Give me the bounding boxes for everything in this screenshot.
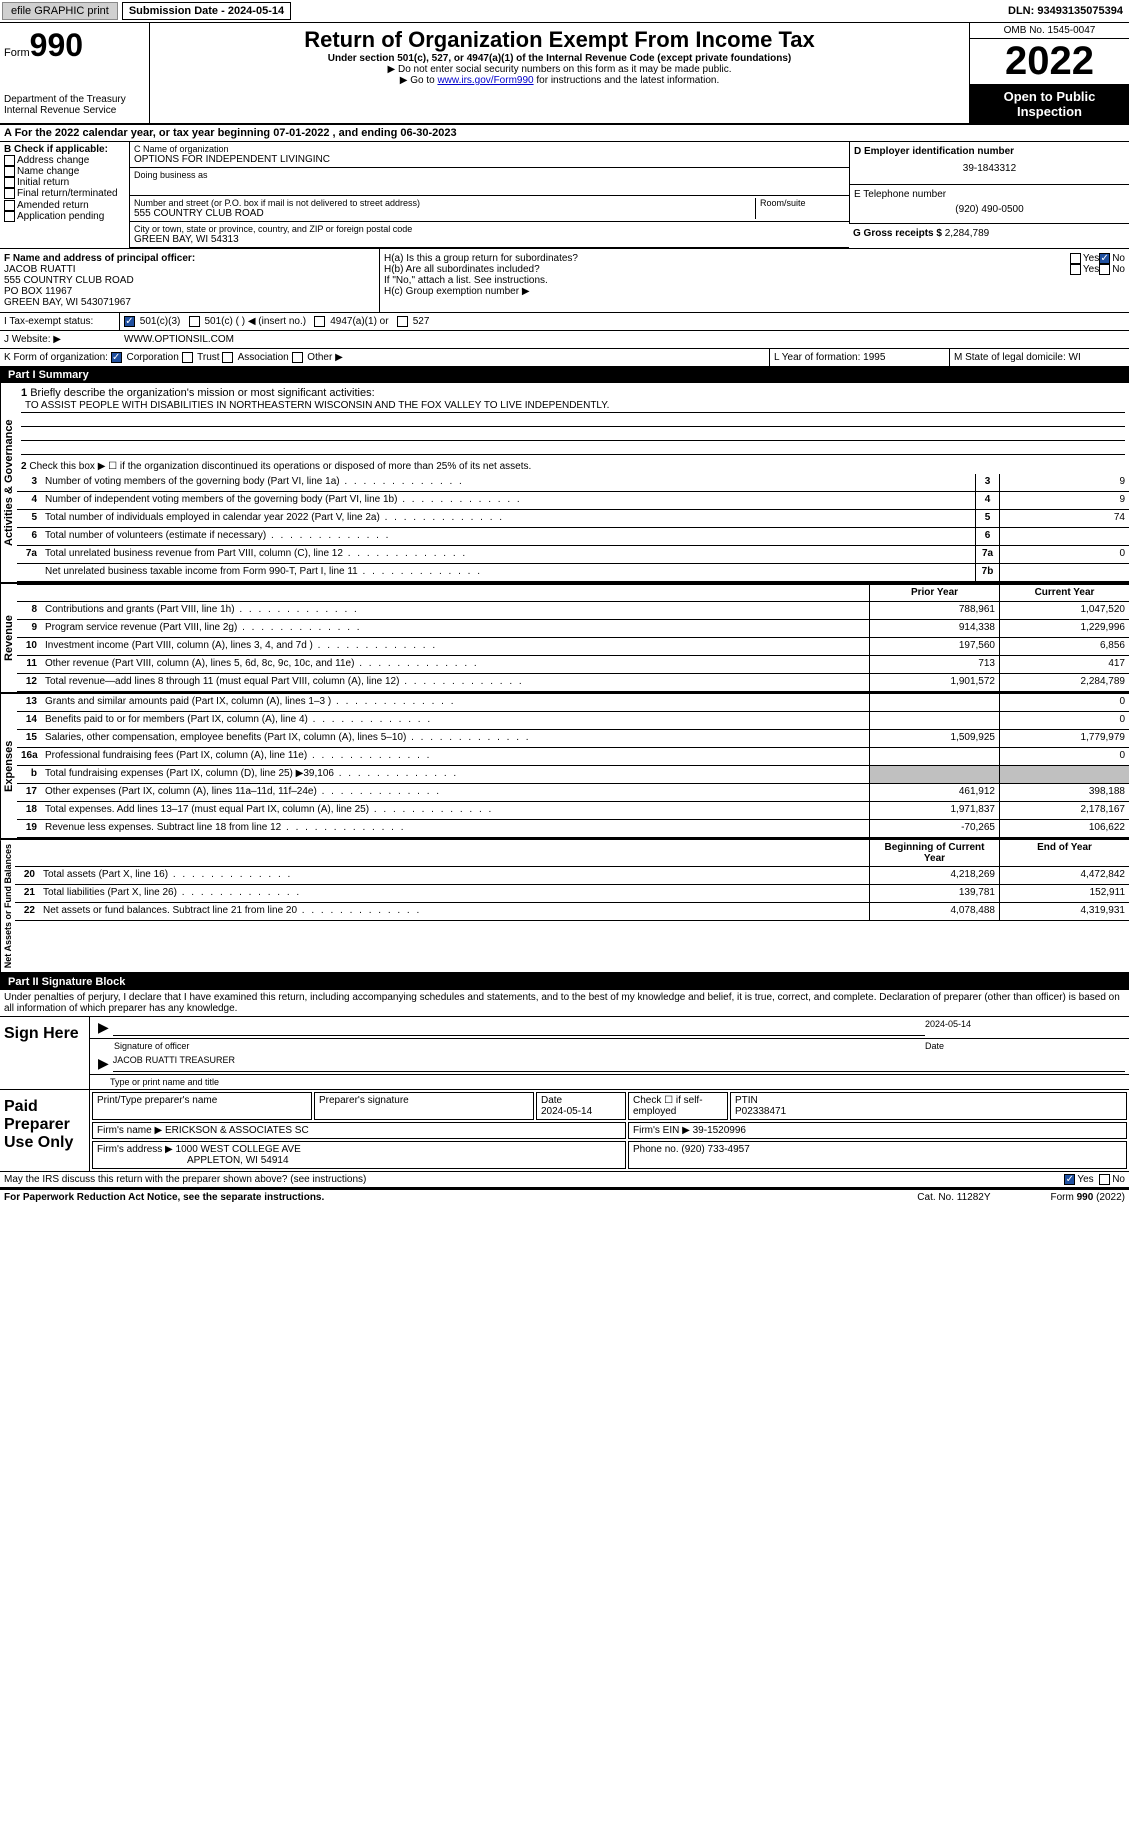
dept-treasury: Department of the Treasury Internal Reve… [4, 94, 145, 116]
summary-row: 17 Other expenses (Part IX, column (A), … [17, 784, 1129, 802]
summary-row: 16a Professional fundraising fees (Part … [17, 748, 1129, 766]
city-label: City or town, state or province, country… [134, 224, 845, 234]
open-public: Open to Public Inspection [970, 85, 1129, 123]
phone-value: (920) 490-0500 [854, 200, 1125, 219]
expenses-section: Expenses 13 Grants and similar amounts p… [0, 694, 1129, 840]
summary-row: 11 Other revenue (Part VIII, column (A),… [17, 656, 1129, 674]
top-bar: efile GRAPHIC print Submission Date - 20… [0, 0, 1129, 23]
line-a: A For the 2022 calendar year, or tax yea… [0, 125, 1129, 142]
summary-row: 12 Total revenue—add lines 8 through 11 … [17, 674, 1129, 692]
block-b-label: B Check if applicable: [4, 144, 125, 155]
summary-row: 5 Total number of individuals employed i… [17, 510, 1129, 528]
summary-row: Net unrelated business taxable income fr… [17, 564, 1129, 582]
form-number: 990 [30, 27, 83, 63]
room-label: Room/suite [760, 198, 845, 208]
summary-row: 8 Contributions and grants (Part VIII, l… [17, 602, 1129, 620]
summary-row: 22 Net assets or fund balances. Subtract… [15, 903, 1129, 921]
website-value: WWW.OPTIONSIL.COM [120, 331, 1129, 348]
note-ssn: ▶ Do not enter social security numbers o… [154, 64, 965, 75]
summary-row: 3 Number of voting members of the govern… [17, 474, 1129, 492]
omb-number: OMB No. 1545-0047 [970, 23, 1129, 39]
summary-row: 4 Number of independent voting members o… [17, 492, 1129, 510]
preparer-table: Print/Type preparer's name Preparer's si… [90, 1090, 1129, 1171]
org-name: OPTIONS FOR INDEPENDENT LIVINGINC [134, 154, 845, 165]
arrow-icon: ▶ [94, 1019, 113, 1036]
summary-row: 10 Investment income (Part VIII, column … [17, 638, 1129, 656]
summary-row: 21 Total liabilities (Part X, line 26) 1… [15, 885, 1129, 903]
part2-header: Part II Signature Block [0, 974, 1129, 990]
form-title: Return of Organization Exempt From Incom… [154, 27, 965, 53]
efile-print-button[interactable]: efile GRAPHIC print [2, 2, 118, 20]
blocks-bcdefg: B Check if applicable: Address change Na… [0, 142, 1129, 249]
form-subtitle: Under section 501(c), 527, or 4947(a)(1)… [154, 53, 965, 64]
name-label: C Name of organization [134, 144, 845, 154]
gross-label: G Gross receipts $ [853, 228, 942, 239]
summary-row: b Total fundraising expenses (Part IX, c… [17, 766, 1129, 784]
perjury-text: Under penalties of perjury, I declare th… [0, 990, 1129, 1016]
revenue-section: Revenue Prior Year Current Year 8 Contri… [0, 584, 1129, 694]
summary-row: 13 Grants and similar amounts paid (Part… [17, 694, 1129, 712]
dln-label: DLN: 93493135075394 [1008, 5, 1127, 17]
paid-preparer-label: Paid Preparer Use Only [0, 1090, 90, 1171]
form-word: Form [4, 47, 30, 59]
dba-label: Doing business as [134, 170, 845, 180]
part1-header: Part I Summary [0, 367, 1129, 383]
governance-section: Activities & Governance 1 Briefly descri… [0, 383, 1129, 584]
street-address: 555 COUNTRY CLUB ROAD [134, 208, 755, 219]
ein-value: 39-1843312 [854, 157, 1125, 180]
sign-here-label: Sign Here [0, 1017, 90, 1089]
netassets-section: Net Assets or Fund Balances Beginning of… [0, 840, 1129, 974]
line-klm: K Form of organization: Corporation Trus… [0, 349, 1129, 367]
section-fh: F Name and address of principal officer:… [0, 249, 1129, 313]
summary-row: 15 Salaries, other compensation, employe… [17, 730, 1129, 748]
officer-name: JACOB RUATTI [4, 264, 75, 275]
city-state-zip: GREEN BAY, WI 54313 [134, 234, 845, 245]
submission-date: Submission Date - 2024-05-14 [122, 2, 291, 20]
summary-row: 18 Total expenses. Add lines 13–17 (must… [17, 802, 1129, 820]
phone-label: E Telephone number [854, 189, 1125, 200]
arrow-icon: ▶ [94, 1055, 113, 1072]
tax-year: 2022 [970, 39, 1129, 85]
form-header: Form990 Department of the Treasury Inter… [0, 23, 1129, 125]
form-ref: Form 990 (2022) [1051, 1192, 1126, 1203]
ein-label: D Employer identification number [854, 146, 1125, 157]
gross-value: 2,284,789 [945, 228, 990, 239]
line-j: J Website: ▶ WWW.OPTIONSIL.COM [0, 331, 1129, 349]
summary-row: 9 Program service revenue (Part VIII, li… [17, 620, 1129, 638]
officer-label: F Name and address of principal officer: [4, 253, 195, 264]
addr-label: Number and street (or P.O. box if mail i… [134, 198, 755, 208]
mission-text: TO ASSIST PEOPLE WITH DISABILITIES IN NO… [21, 399, 1125, 413]
summary-row: 7a Total unrelated business revenue from… [17, 546, 1129, 564]
summary-row: 20 Total assets (Part X, line 16) 4,218,… [15, 867, 1129, 885]
summary-row: 19 Revenue less expenses. Subtract line … [17, 820, 1129, 838]
irs-link[interactable]: www.irs.gov/Form990 [437, 75, 533, 86]
summary-row: 6 Total number of volunteers (estimate i… [17, 528, 1129, 546]
line-i: I Tax-exempt status: 501(c)(3) 501(c) ( … [0, 313, 1129, 331]
summary-row: 14 Benefits paid to or for members (Part… [17, 712, 1129, 730]
footer: For Paperwork Reduction Act Notice, see … [0, 1189, 1129, 1205]
